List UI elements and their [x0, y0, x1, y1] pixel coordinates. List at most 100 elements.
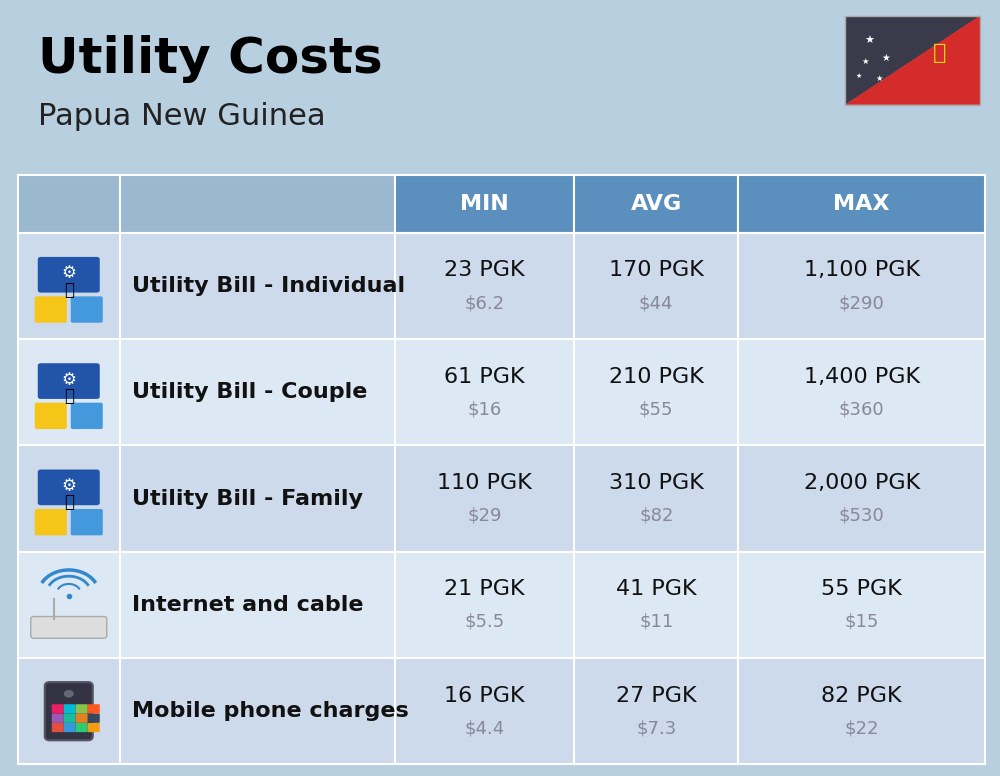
Text: ★: ★	[875, 74, 882, 82]
Text: Utility Bill - Family: Utility Bill - Family	[132, 489, 363, 508]
Text: Mobile phone charges: Mobile phone charges	[132, 702, 408, 721]
Text: Internet and cable: Internet and cable	[132, 595, 363, 615]
FancyBboxPatch shape	[76, 705, 88, 714]
FancyBboxPatch shape	[88, 723, 100, 733]
FancyBboxPatch shape	[52, 723, 64, 733]
Circle shape	[64, 690, 74, 698]
Text: 82 PGK: 82 PGK	[821, 686, 902, 705]
FancyBboxPatch shape	[395, 175, 574, 233]
FancyBboxPatch shape	[18, 175, 120, 233]
FancyBboxPatch shape	[64, 723, 76, 733]
FancyBboxPatch shape	[120, 445, 395, 552]
FancyBboxPatch shape	[574, 445, 738, 552]
Text: $5.5: $5.5	[464, 613, 505, 631]
FancyBboxPatch shape	[738, 658, 985, 764]
FancyBboxPatch shape	[35, 403, 67, 429]
FancyBboxPatch shape	[52, 705, 64, 714]
Text: MAX: MAX	[833, 194, 890, 213]
FancyBboxPatch shape	[395, 445, 574, 552]
Text: $6.2: $6.2	[465, 294, 505, 312]
FancyBboxPatch shape	[38, 469, 100, 505]
FancyBboxPatch shape	[88, 714, 100, 723]
Text: ⚙: ⚙	[61, 476, 76, 495]
Text: 310 PGK: 310 PGK	[609, 473, 704, 493]
Text: $530: $530	[839, 507, 885, 525]
FancyBboxPatch shape	[71, 296, 103, 323]
Text: $7.3: $7.3	[636, 719, 676, 737]
Text: 🦤: 🦤	[933, 43, 946, 63]
Text: AVG: AVG	[631, 194, 682, 213]
FancyBboxPatch shape	[738, 233, 985, 339]
FancyBboxPatch shape	[18, 233, 120, 339]
FancyBboxPatch shape	[31, 616, 107, 638]
Text: $55: $55	[639, 400, 673, 418]
Text: ★: ★	[855, 73, 862, 79]
FancyBboxPatch shape	[76, 714, 88, 723]
FancyBboxPatch shape	[71, 403, 103, 429]
Text: 23 PGK: 23 PGK	[444, 261, 525, 280]
FancyBboxPatch shape	[38, 257, 100, 293]
FancyBboxPatch shape	[18, 658, 120, 764]
FancyBboxPatch shape	[120, 339, 395, 445]
FancyBboxPatch shape	[395, 658, 574, 764]
FancyBboxPatch shape	[120, 552, 395, 658]
Text: 110 PGK: 110 PGK	[437, 473, 532, 493]
Polygon shape	[845, 16, 980, 105]
Text: 27 PGK: 27 PGK	[616, 686, 697, 705]
Text: $44: $44	[639, 294, 673, 312]
Text: Utility Bill - Couple: Utility Bill - Couple	[132, 383, 367, 402]
FancyBboxPatch shape	[395, 339, 574, 445]
FancyBboxPatch shape	[738, 175, 985, 233]
Text: 210 PGK: 210 PGK	[609, 367, 704, 386]
Text: 🧑: 🧑	[64, 494, 74, 511]
FancyBboxPatch shape	[738, 552, 985, 658]
FancyBboxPatch shape	[574, 175, 738, 233]
FancyBboxPatch shape	[395, 552, 574, 658]
FancyBboxPatch shape	[574, 339, 738, 445]
Text: $15: $15	[845, 613, 879, 631]
FancyBboxPatch shape	[38, 363, 100, 399]
FancyBboxPatch shape	[18, 445, 120, 552]
FancyBboxPatch shape	[120, 233, 395, 339]
Text: 🧑: 🧑	[64, 281, 74, 299]
FancyBboxPatch shape	[52, 714, 64, 723]
Text: $360: $360	[839, 400, 885, 418]
FancyBboxPatch shape	[738, 445, 985, 552]
Text: 1,400 PGK: 1,400 PGK	[804, 367, 920, 386]
Text: 55 PGK: 55 PGK	[821, 580, 902, 599]
Text: 16 PGK: 16 PGK	[444, 686, 525, 705]
Text: $11: $11	[639, 613, 673, 631]
FancyBboxPatch shape	[120, 658, 395, 764]
Text: 🧑: 🧑	[64, 387, 74, 405]
FancyBboxPatch shape	[574, 658, 738, 764]
Polygon shape	[845, 16, 980, 105]
Text: $22: $22	[844, 719, 879, 737]
FancyBboxPatch shape	[71, 509, 103, 535]
FancyBboxPatch shape	[76, 723, 88, 733]
FancyBboxPatch shape	[64, 714, 76, 723]
Text: $290: $290	[839, 294, 885, 312]
FancyBboxPatch shape	[35, 296, 67, 323]
Text: 21 PGK: 21 PGK	[444, 580, 525, 599]
Text: 170 PGK: 170 PGK	[609, 261, 704, 280]
FancyBboxPatch shape	[88, 705, 100, 714]
FancyBboxPatch shape	[395, 233, 574, 339]
Text: $4.4: $4.4	[464, 719, 505, 737]
Text: 2,000 PGK: 2,000 PGK	[804, 473, 920, 493]
FancyBboxPatch shape	[738, 339, 985, 445]
FancyBboxPatch shape	[64, 705, 76, 714]
Text: ★: ★	[881, 54, 890, 64]
Text: $82: $82	[639, 507, 673, 525]
Text: ⚙: ⚙	[61, 264, 76, 282]
FancyBboxPatch shape	[18, 552, 120, 658]
Text: ★: ★	[862, 57, 869, 67]
FancyBboxPatch shape	[120, 175, 395, 233]
Text: 41 PGK: 41 PGK	[616, 580, 697, 599]
Text: Utility Costs: Utility Costs	[38, 35, 383, 83]
Text: 1,100 PGK: 1,100 PGK	[804, 261, 920, 280]
Text: MIN: MIN	[460, 194, 509, 213]
Text: ⚙: ⚙	[61, 370, 76, 389]
Text: ★: ★	[864, 36, 874, 46]
FancyBboxPatch shape	[574, 233, 738, 339]
Text: $29: $29	[467, 507, 502, 525]
